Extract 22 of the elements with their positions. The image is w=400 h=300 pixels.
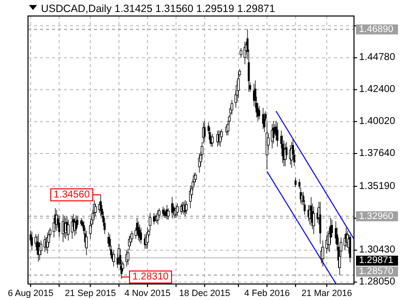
x-tick-label: 21 Mar 2016 bbox=[301, 288, 352, 298]
chart-title: USDCAD,Daily 1.31425 1.31560 1.29519 1.29871 bbox=[41, 3, 276, 15]
x-tick-label: 4 Nov 2015 bbox=[124, 288, 171, 298]
y-tick-label: 1.30430 bbox=[359, 244, 396, 256]
x-tick-label: 21 Sep 2015 bbox=[64, 288, 116, 298]
candlestick bbox=[240, 48, 242, 58]
y-tick-label: 1.44780 bbox=[359, 52, 396, 64]
annotation: 1.28310 bbox=[132, 272, 170, 282]
ref-line-label: 1.32960 bbox=[359, 210, 394, 222]
x-tick-label: 6 Aug 2015 bbox=[8, 288, 54, 298]
y-tick-label: 1.40020 bbox=[359, 116, 396, 128]
y-tick-label: 1.35190 bbox=[359, 180, 396, 192]
ref-line-label: 1.29871 bbox=[359, 255, 394, 266]
x-tick-label: 18 Dec 2015 bbox=[179, 288, 230, 298]
ref-line-label: 1.28570 bbox=[359, 266, 394, 278]
x-tick-label: 4 Feb 2016 bbox=[244, 288, 290, 298]
candlestick bbox=[294, 177, 297, 188]
y-tick-label: 1.37640 bbox=[359, 148, 396, 159]
annotation: 1.34560 bbox=[54, 189, 90, 200]
ref-line-label: 1.46890 bbox=[359, 24, 394, 35]
y-tick-label: 1.42400 bbox=[359, 84, 396, 96]
y-tick-label: 1.28050 bbox=[359, 276, 396, 288]
